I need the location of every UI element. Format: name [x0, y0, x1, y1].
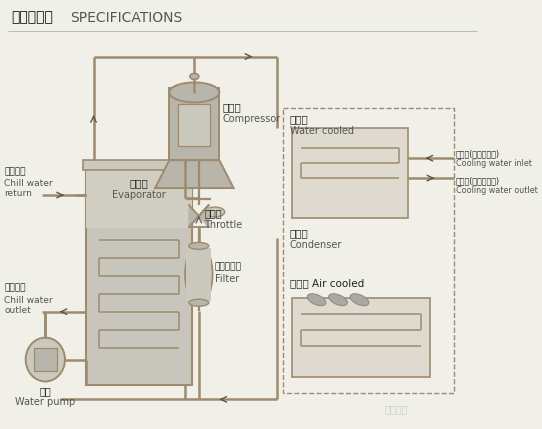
Ellipse shape	[205, 207, 225, 217]
Text: 出水口(连散热水塔): 出水口(连散热水塔)	[456, 176, 500, 185]
Text: Chill water: Chill water	[4, 296, 53, 305]
Bar	[292, 298, 430, 378]
Ellipse shape	[307, 294, 326, 306]
Ellipse shape	[190, 73, 199, 79]
Text: 冰水回口: 冰水回口	[4, 167, 26, 176]
Bar	[283, 109, 454, 393]
Bar	[186, 248, 211, 301]
Text: 冰水出口: 冰水出口	[4, 284, 26, 293]
Text: 节流阀: 节流阀	[204, 208, 222, 218]
Bar	[86, 168, 192, 385]
Ellipse shape	[189, 299, 209, 306]
Text: 入水口(连散热水塔): 入水口(连散热水塔)	[456, 149, 500, 158]
Text: 水泵: 水泵	[40, 387, 51, 396]
Text: Evaporator: Evaporator	[112, 190, 166, 200]
Bar	[292, 128, 408, 218]
Bar	[86, 168, 192, 228]
Bar	[169, 88, 220, 160]
Bar	[34, 347, 57, 372]
Polygon shape	[199, 205, 209, 227]
Text: 百度经验: 百度经验	[384, 405, 408, 414]
Text: 水冷式: 水冷式	[290, 114, 308, 124]
Ellipse shape	[350, 294, 369, 306]
Text: 冷凝器: 冷凝器	[290, 228, 308, 238]
Text: 风冷式 Air cooled: 风冷式 Air cooled	[290, 278, 364, 288]
Polygon shape	[189, 205, 199, 227]
Text: Cooling water inlet: Cooling water inlet	[456, 159, 532, 168]
Text: Compressor: Compressor	[223, 114, 281, 124]
Bar	[178, 104, 210, 146]
Polygon shape	[155, 160, 234, 188]
Text: Chill water: Chill water	[4, 179, 53, 188]
Text: Filter: Filter	[215, 274, 239, 284]
Text: Cooling water outlet: Cooling water outlet	[456, 186, 538, 195]
Text: return: return	[4, 189, 32, 198]
Ellipse shape	[189, 242, 209, 249]
Text: Condenser: Condenser	[290, 240, 342, 250]
Text: Water cooled: Water cooled	[290, 126, 354, 136]
Text: outlet: outlet	[4, 306, 31, 315]
Text: Throttle: Throttle	[204, 220, 242, 230]
Text: 干燥过滤器: 干燥过滤器	[215, 262, 242, 271]
Bar	[83, 160, 195, 170]
Text: 蒸发器: 蒸发器	[130, 178, 149, 188]
Ellipse shape	[169, 82, 220, 103]
Text: SPECIFICATIONS: SPECIFICATIONS	[70, 11, 183, 24]
Ellipse shape	[328, 294, 347, 306]
Ellipse shape	[185, 244, 212, 305]
Text: Water pump: Water pump	[15, 397, 75, 408]
Circle shape	[25, 338, 65, 381]
Text: 压缩机: 压缩机	[223, 103, 242, 112]
Text: 结构示意图: 结构示意图	[11, 11, 53, 24]
